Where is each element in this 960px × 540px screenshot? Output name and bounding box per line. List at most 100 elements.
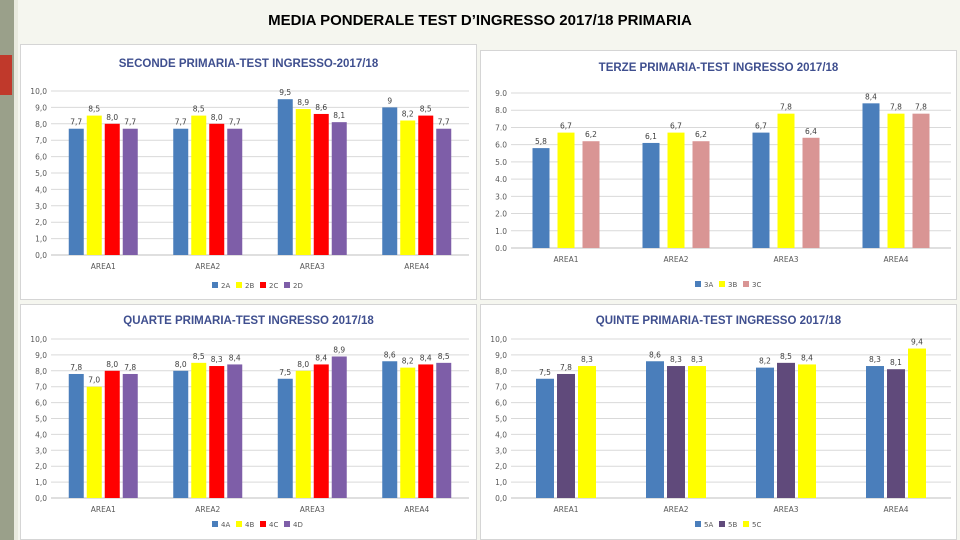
page-title: MEDIA PONDERALE TEST D’INGRESSO 2017/18 … (268, 12, 692, 29)
data-label: 8,0 (106, 113, 118, 122)
chart-title: QUARTE PRIMARIA-TEST INGRESSO 2017/18 (123, 315, 374, 327)
data-label: 8,0 (297, 360, 309, 369)
y-tick-label: 2,0 (35, 218, 47, 227)
bar-4a-area2 (173, 370, 189, 498)
x-tick-label: AREA3 (300, 262, 325, 271)
bar-4c-area4 (418, 364, 434, 498)
legend-swatch (284, 521, 290, 527)
bar-5a-area1 (536, 378, 554, 498)
x-tick-label: AREA3 (774, 255, 799, 264)
x-tick-label: AREA4 (884, 255, 909, 264)
data-label: 8,9 (333, 345, 345, 354)
y-tick-label: 9,0 (35, 351, 47, 360)
y-tick-label: 9,0 (35, 103, 47, 112)
bar-5c-area4 (908, 348, 926, 498)
bar-4a-area1 (68, 373, 84, 498)
bar-3c-area4 (912, 113, 930, 248)
bar-4b-area3 (295, 370, 311, 498)
y-tick-label: 1,0 (495, 478, 507, 487)
data-label: 8,6 (384, 350, 396, 359)
bar-3b-area2 (667, 132, 685, 248)
y-tick-label: 3.0 (495, 192, 507, 201)
data-label: 9,4 (911, 338, 923, 347)
bar-5b-area3 (777, 362, 795, 498)
data-label: 8,1 (890, 358, 902, 367)
y-tick-label: 1,0 (35, 478, 47, 487)
data-label: 8,0 (106, 360, 118, 369)
x-tick-label: AREA1 (91, 262, 116, 271)
bar-3c-area1 (582, 141, 600, 248)
data-label: 7,7 (70, 118, 82, 127)
slide-accent-bar (0, 55, 12, 95)
data-label: 8,1 (333, 111, 345, 120)
y-tick-label: 9.0 (495, 89, 507, 98)
y-tick-label: 8,0 (35, 367, 47, 376)
x-tick-label: AREA1 (554, 255, 579, 264)
bar-2a-area3 (277, 99, 293, 255)
legend-entry: 2C (269, 282, 278, 290)
chart-quinte: 0,0 1,0 2,0 3,0 4,0 5,0 6,0 7,0 8,0 9,0 10,0 7,5 7,8… (490, 335, 951, 529)
bar-4c-area1 (104, 370, 120, 498)
bar-3a-area1 (532, 148, 550, 248)
data-label: 8,3 (581, 355, 593, 364)
data-label: 9,5 (279, 88, 291, 97)
bar-4b-area1 (86, 386, 102, 498)
data-label: 7,8 (560, 363, 572, 372)
bar-5a-area4 (866, 366, 884, 498)
data-label: 7,7 (175, 118, 187, 127)
y-tick-label: 7,0 (35, 136, 47, 145)
chart-title: SECONDE PRIMARIA-TEST INGRESSO-2017/18 (118, 58, 379, 70)
y-tick-label: 5.0 (495, 158, 507, 167)
bar-2c-area1 (104, 123, 120, 255)
legend-swatch (212, 521, 218, 527)
bar-5a-area3 (756, 367, 774, 498)
y-tick-label: 10,0 (490, 335, 507, 344)
y-tick-label: 4,0 (495, 430, 507, 439)
bar-5b-area1 (557, 373, 575, 498)
y-tick-label: 3,0 (495, 446, 507, 455)
data-label: 8,6 (315, 103, 327, 112)
x-tick-label: AREA1 (554, 505, 579, 514)
bar-3b-area1 (557, 132, 575, 248)
y-tick-label: 0,0 (35, 494, 47, 503)
y-tick-label: 6,0 (495, 399, 507, 408)
bar-5a-area2 (646, 361, 664, 498)
bar-2d-area2 (227, 128, 243, 255)
y-tick-label: 0,0 (35, 251, 47, 260)
legend-entry: 5A (704, 521, 713, 529)
data-label: 7,8 (890, 103, 902, 112)
bar-2c-area2 (209, 123, 225, 255)
legend-entry: 2B (245, 282, 254, 290)
bar-2c-area3 (313, 113, 329, 256)
legend-entry: 5B (728, 521, 737, 529)
data-label: 8,4 (865, 92, 877, 101)
legend-swatch (284, 282, 290, 288)
bar-2b-area3 (295, 109, 311, 255)
chart-panel-quinte: QUINTE PRIMARIA-TEST INGRESSO 2017/18 0,… (480, 304, 957, 540)
data-label: 6,7 (755, 122, 767, 131)
bar-4c-area2 (209, 366, 225, 498)
chart-title: QUINTE PRIMARIA-TEST INGRESSO 2017/18 (595, 315, 842, 327)
bar-2b-area1 (86, 115, 102, 255)
bar-5b-area4 (887, 369, 905, 498)
data-label: 6,1 (645, 132, 657, 141)
x-tick-label: AREA2 (195, 505, 220, 514)
y-tick-label: 5,0 (495, 415, 507, 424)
x-tick-label: AREA2 (195, 262, 220, 271)
y-tick-label: 3,0 (35, 202, 47, 211)
legend-swatch (236, 521, 242, 527)
data-label: 8,4 (315, 353, 327, 362)
y-tick-label: 7,0 (35, 383, 47, 392)
data-label: 8,2 (402, 357, 414, 366)
y-tick-label: 8.0 (495, 106, 507, 115)
legend-entry: 2A (221, 282, 230, 290)
y-tick-label: 6,0 (35, 399, 47, 408)
bar-4d-area2 (227, 364, 243, 498)
bar-2d-area1 (122, 128, 138, 255)
y-tick-label: 5,0 (35, 169, 47, 178)
x-tick-label: AREA4 (404, 505, 429, 514)
bar-5c-area2 (688, 366, 706, 498)
legend-swatch (719, 521, 725, 527)
data-label: 6,2 (585, 130, 597, 139)
legend-swatch (260, 521, 266, 527)
